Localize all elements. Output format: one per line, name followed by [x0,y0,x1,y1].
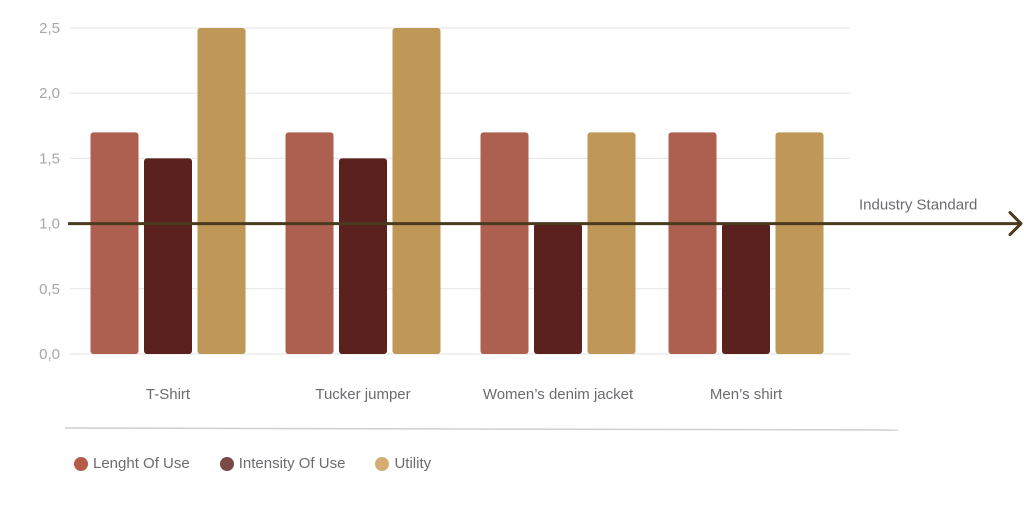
legend-swatch [74,456,88,471]
bar [775,132,824,354]
legend-item-length-of-use[interactable]: Lenght Of Use [74,455,190,472]
y-tick-label: 0,0 [39,346,60,363]
legend-swatch [219,456,234,471]
bar [392,28,441,354]
bar [534,223,582,354]
y-tick-label: 1,0 [39,216,60,233]
y-tick-label: 0,5 [39,281,60,298]
x-tick-label: T-Shirt [146,386,191,403]
legend-item-utility[interactable]: Utility [375,455,431,472]
y-tick-label: 2,0 [39,85,60,102]
bar [722,223,770,354]
x-tick-label: Tucker jumper [315,386,410,403]
bars [90,28,824,354]
legend-label: Intensity Of Use [238,455,346,472]
bar [587,132,636,354]
y-axis-ticks: 0,0 0,5 1,0 1,5 2,0 2,5 [39,20,60,363]
bar [668,132,717,354]
bar [339,158,387,354]
legend-divider [64,427,899,431]
legend-label: Utility [394,455,432,472]
bar [144,158,192,354]
industry-standard-label: Industry Standard [859,197,977,214]
bar [480,132,529,354]
legend-swatch [375,456,390,471]
x-axis-labels: T-Shirt Tucker jumper Women’s denim jacket… [146,386,783,403]
bar [285,132,334,354]
x-tick-label: Women’s denim jacket [483,386,634,403]
legend-item-intensity-of-use[interactable]: Intensity Of Use [219,455,346,472]
x-tick-label: Men’s shirt [710,386,783,403]
arrow-head-icon [1008,211,1023,237]
y-tick-label: 2,5 [39,20,60,37]
bar [197,28,246,354]
industry-standard-line: Industry Standard [68,197,1023,237]
bar [90,132,139,354]
legend: Lenght Of Use Intensity Of Use Utility [74,455,461,472]
legend-label: Lenght Of Use [93,455,190,472]
y-tick-label: 1,5 [39,150,60,167]
